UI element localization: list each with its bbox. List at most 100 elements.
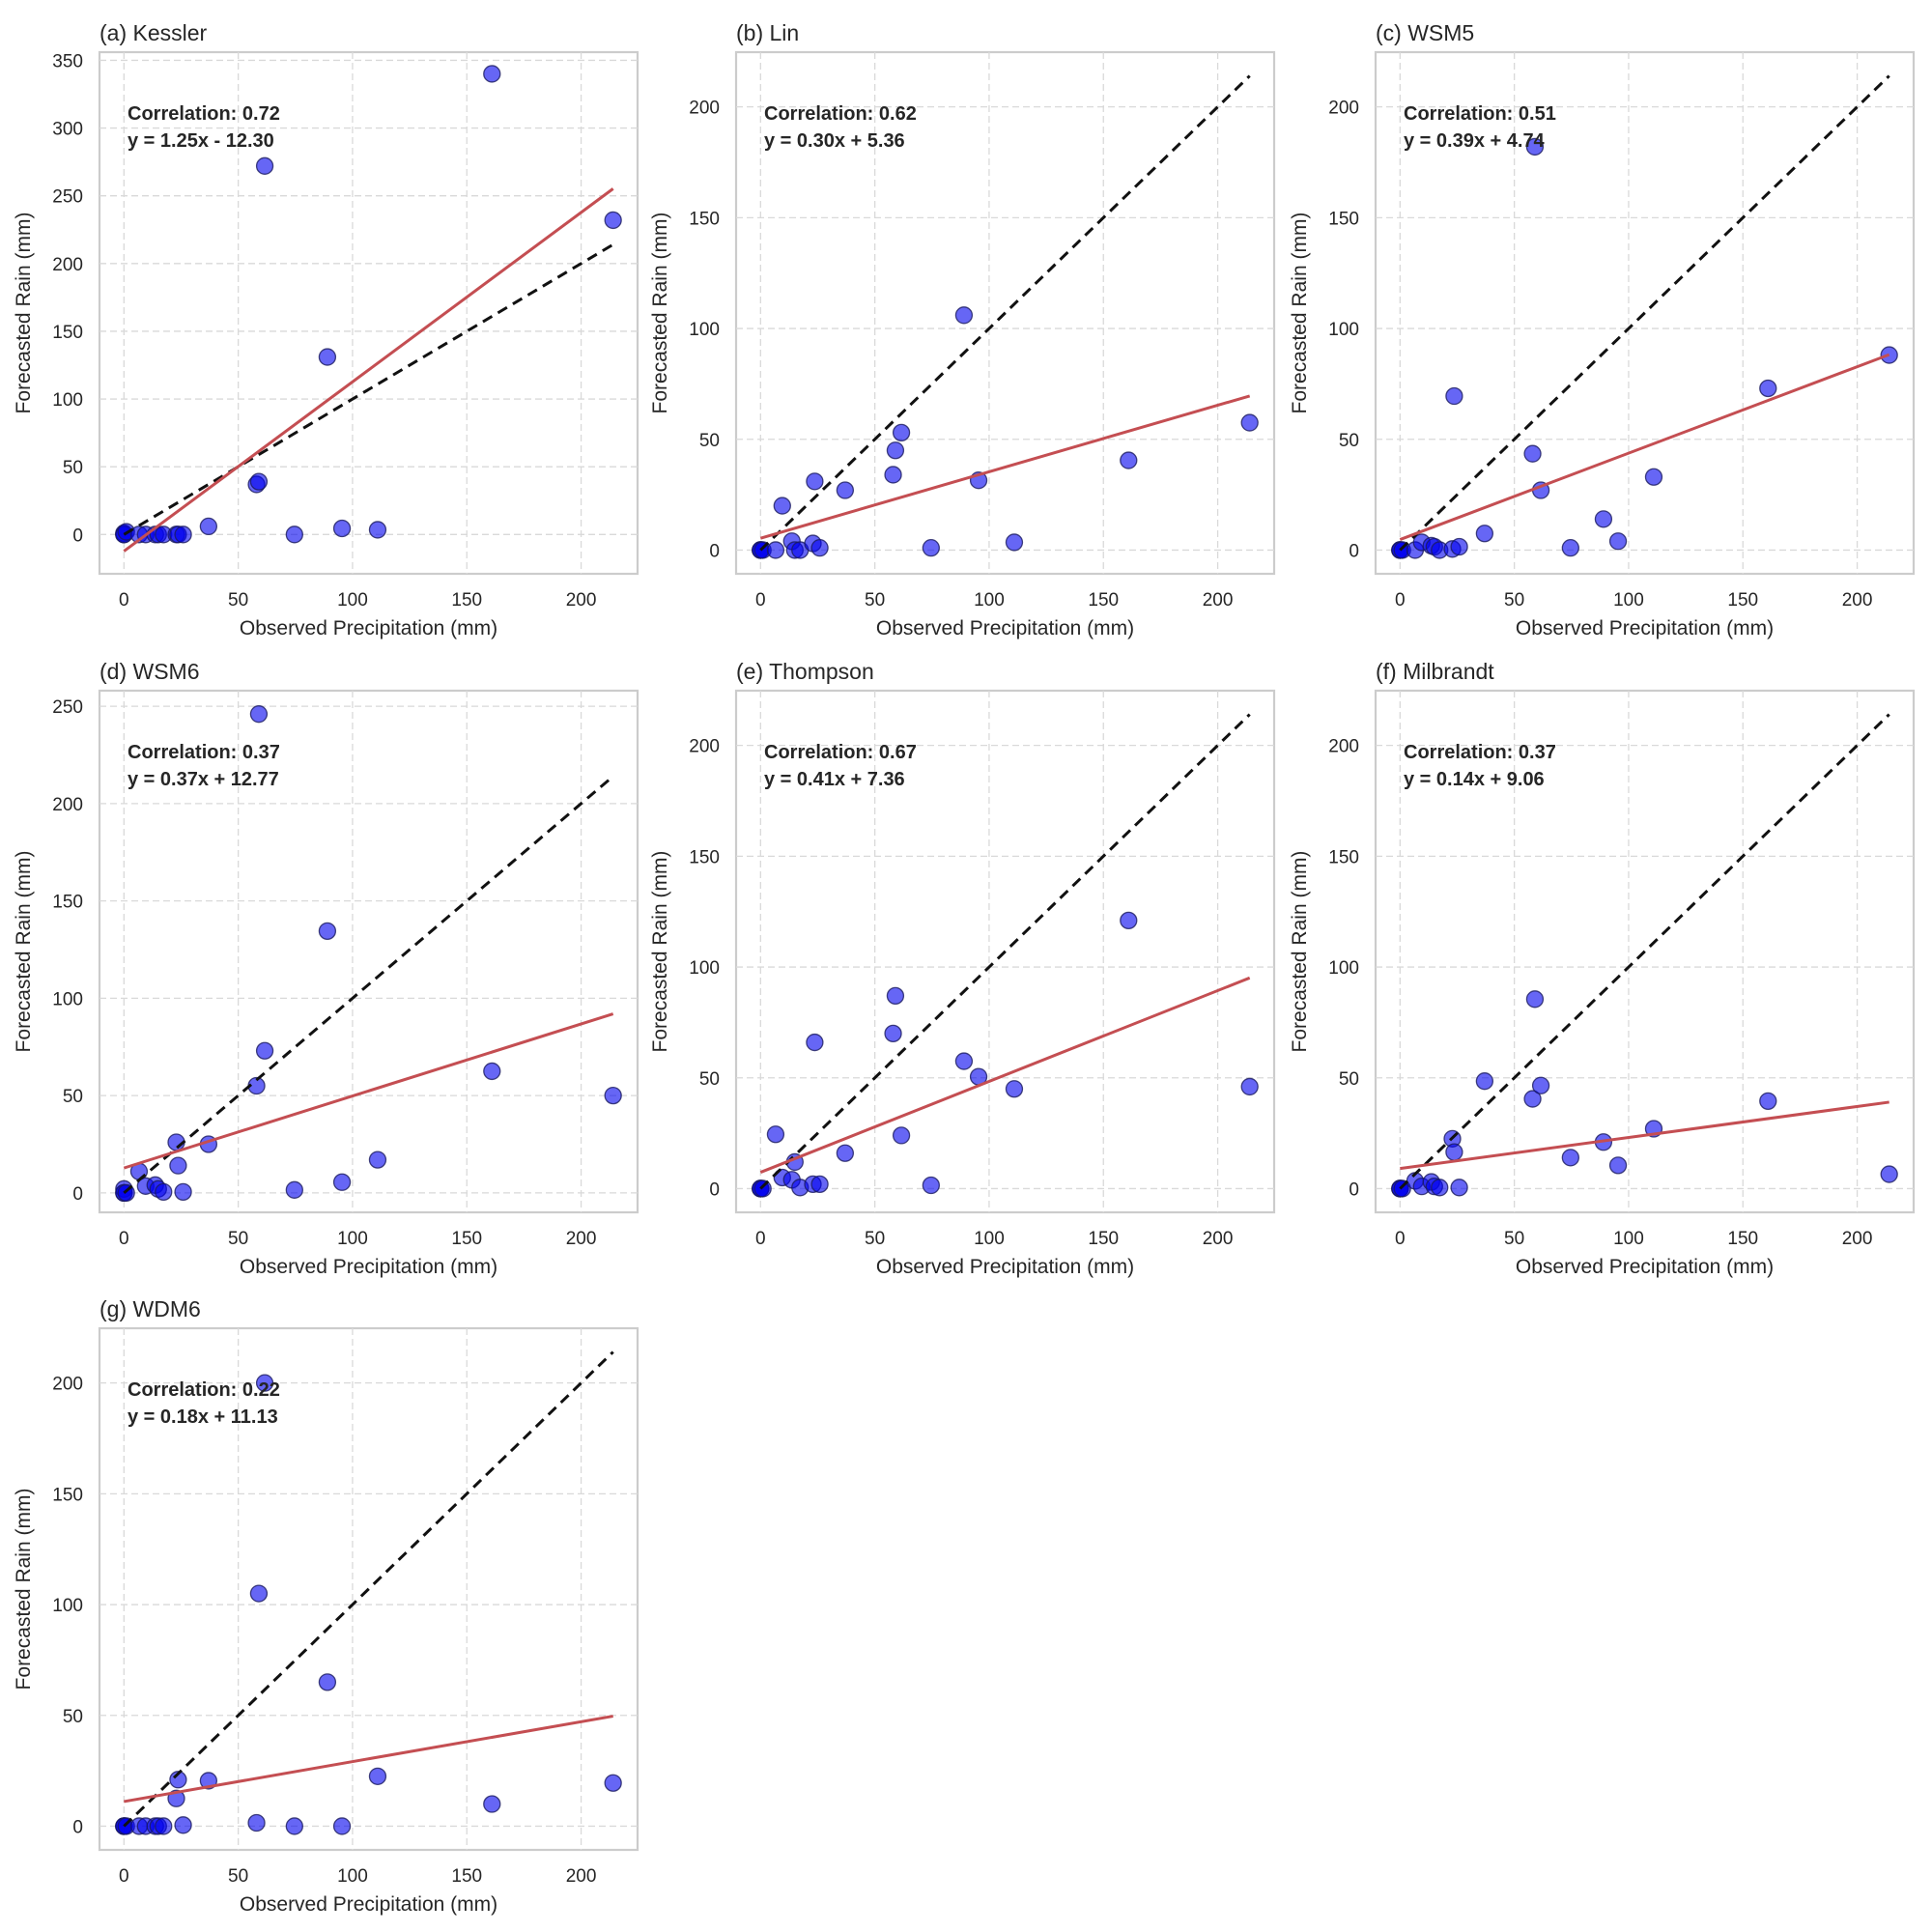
data-point xyxy=(1594,510,1613,528)
y-tick-label: 0 xyxy=(1349,1179,1359,1200)
data-point xyxy=(1644,468,1663,486)
data-point xyxy=(247,1813,266,1833)
x-tick-label: 0 xyxy=(1395,590,1406,611)
equation-text: y = 0.39x + 4.74 xyxy=(1404,130,1546,152)
data-point xyxy=(332,1173,352,1191)
data-point xyxy=(892,423,911,442)
data-point xyxy=(255,156,274,175)
data-point xyxy=(884,1024,902,1043)
data-point xyxy=(1005,1080,1024,1098)
data-point xyxy=(285,1817,303,1835)
data-point xyxy=(604,1086,622,1105)
one-to-one-line xyxy=(123,775,614,1194)
data-point xyxy=(285,1180,303,1199)
y-tick-label: 150 xyxy=(689,209,720,229)
data-point xyxy=(892,1126,911,1145)
data-point xyxy=(332,519,352,538)
x-tick-label: 50 xyxy=(865,1229,885,1249)
regression-line xyxy=(123,187,614,553)
plot-area xyxy=(752,74,1259,559)
data-point xyxy=(368,521,387,539)
one-to-one-line xyxy=(1399,74,1890,552)
data-point xyxy=(773,497,791,515)
data-point xyxy=(1445,386,1463,406)
panel-title: (g) WDM6 xyxy=(99,1296,201,1321)
panel-title: (b) Lin xyxy=(736,20,799,45)
data-point xyxy=(1450,537,1468,556)
data-point xyxy=(836,1144,855,1162)
equation-text: y = 0.41x + 7.36 xyxy=(764,769,905,790)
data-point xyxy=(886,441,905,460)
x-tick-label: 50 xyxy=(228,590,248,611)
regression-line xyxy=(759,394,1251,540)
x-tick-label: 100 xyxy=(974,590,1005,611)
correlation-text: Correlation: 0.72 xyxy=(128,103,280,125)
y-axis-label: Forecasted Rain (mm) xyxy=(649,213,671,414)
y-tick-label: 200 xyxy=(52,1375,83,1395)
regression-line xyxy=(759,976,1251,1174)
y-axis-label: Forecasted Rain (mm) xyxy=(1289,851,1311,1053)
data-point xyxy=(604,211,622,230)
data-point xyxy=(285,526,303,544)
panel-title: (f) Milbrandt xyxy=(1376,659,1494,684)
x-axis-label: Observed Precipitation (mm) xyxy=(1516,617,1774,639)
y-tick-label: 0 xyxy=(72,526,83,546)
data-point xyxy=(1561,1149,1579,1167)
data-point xyxy=(1523,1090,1542,1108)
data-point xyxy=(1393,1179,1411,1198)
data-point xyxy=(318,1673,337,1691)
regression-line xyxy=(1400,1100,1889,1171)
data-point xyxy=(922,539,940,557)
x-tick-label: 100 xyxy=(337,590,368,611)
x-tick-label: 0 xyxy=(119,590,129,611)
y-axis-label: Forecasted Rain (mm) xyxy=(13,851,35,1053)
x-tick-label: 0 xyxy=(755,1229,766,1249)
x-tick-label: 100 xyxy=(337,1229,368,1249)
data-point xyxy=(1759,379,1777,398)
data-point xyxy=(810,539,829,557)
y-tick-label: 150 xyxy=(689,847,720,867)
data-point xyxy=(1561,539,1579,557)
data-point xyxy=(318,348,337,366)
plot-area xyxy=(752,713,1259,1198)
y-tick-label: 100 xyxy=(689,958,720,979)
y-tick-label: 200 xyxy=(689,99,720,119)
subplot-e: 0 50 100 150 200 0 50 100 150 200 Correlation: 0.6… xyxy=(649,659,1276,1278)
y-tick-label: 200 xyxy=(52,255,83,275)
data-point xyxy=(1120,911,1138,930)
one-to-one-line xyxy=(1399,713,1890,1190)
y-tick-label: 250 xyxy=(52,697,83,718)
x-axis-label: Observed Precipitation (mm) xyxy=(240,1256,497,1278)
data-point xyxy=(1120,451,1138,469)
x-tick-label: 200 xyxy=(566,1229,597,1249)
correlation-text: Correlation: 0.51 xyxy=(1404,103,1556,125)
correlation-text: Correlation: 0.62 xyxy=(764,103,917,125)
y-tick-label: 200 xyxy=(1328,737,1359,757)
x-tick-label: 100 xyxy=(337,1866,368,1887)
plot-area xyxy=(1391,713,1898,1198)
x-tick-label: 200 xyxy=(1842,590,1873,611)
data-point xyxy=(1525,137,1545,156)
y-tick-label: 100 xyxy=(689,320,720,340)
y-tick-label: 350 xyxy=(52,51,83,71)
data-point xyxy=(1005,533,1024,552)
data-point xyxy=(810,1175,829,1194)
data-point xyxy=(836,481,855,499)
y-tick-label: 250 xyxy=(52,187,83,208)
x-tick-label: 200 xyxy=(566,590,597,611)
data-point xyxy=(169,1156,187,1175)
data-point xyxy=(753,1179,772,1198)
y-tick-label: 150 xyxy=(1328,209,1359,229)
regression-line xyxy=(1399,353,1890,541)
data-point xyxy=(1880,1165,1898,1183)
y-tick-label: 150 xyxy=(1328,847,1359,867)
data-point xyxy=(806,472,824,491)
data-point xyxy=(249,705,269,724)
data-point xyxy=(766,1125,785,1144)
x-axis-label: Observed Precipitation (mm) xyxy=(240,617,497,639)
correlation-text: Correlation: 0.37 xyxy=(1404,742,1556,763)
y-tick-label: 50 xyxy=(699,1069,720,1090)
x-tick-label: 50 xyxy=(865,590,885,611)
data-point xyxy=(155,1182,173,1201)
